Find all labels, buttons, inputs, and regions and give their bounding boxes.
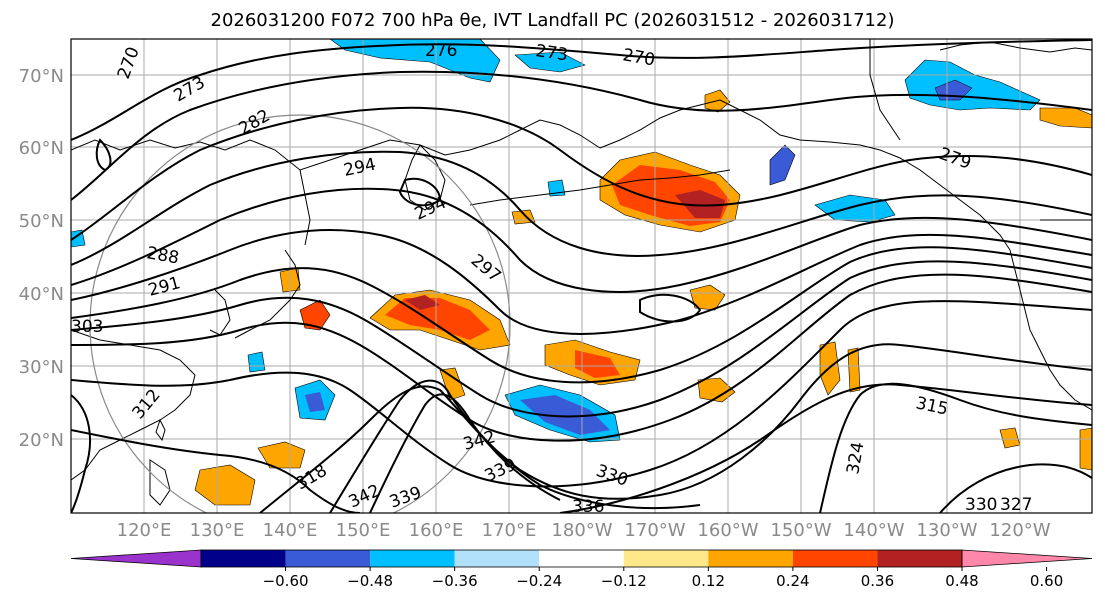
colorbar-segment bbox=[792, 550, 878, 567]
colorbar-tick-label: 0.36 bbox=[861, 572, 894, 590]
shade-darkblue-jet bbox=[520, 395, 610, 435]
coast-sakhalin bbox=[299, 169, 311, 246]
shade-darkred-central bbox=[675, 190, 725, 218]
coast-philippines bbox=[149, 459, 171, 506]
colorbar-segment bbox=[454, 550, 540, 567]
colorbar-segment bbox=[285, 550, 371, 567]
colorbar: −0.60 −0.48 −0.36 −0.24 −0.12 0.12 0.24 0.36 0.4… bbox=[70, 549, 1093, 590]
colorbar-tick-label: 0.48 bbox=[945, 572, 978, 590]
colorbar-tick-label: 0.24 bbox=[776, 572, 809, 590]
shade-blue-north-b bbox=[514, 51, 586, 73]
contour-label-c327: 327 bbox=[1000, 495, 1032, 515]
lat-label: 70°N bbox=[19, 66, 64, 87]
shade-orange-e bbox=[847, 347, 861, 393]
shade-darkblue-w bbox=[305, 392, 325, 412]
colorbar-tick-label: −0.24 bbox=[516, 572, 562, 590]
theta-e-contours bbox=[71, 39, 1092, 513]
lat-label: 30°N bbox=[19, 357, 64, 378]
map-content: 270 276 273 270 273 282 294 294 288 291 … bbox=[71, 39, 1092, 517]
map-title: 2026031200 F072 700 hPa θe, IVT Landfall… bbox=[210, 10, 895, 31]
lon-label: 160°E bbox=[409, 520, 464, 541]
contour-label-c276: 276 bbox=[425, 41, 457, 61]
shade-orange-k bbox=[1079, 427, 1092, 471]
contour-label-c330b: 330 bbox=[965, 495, 997, 515]
lon-label: 150°E bbox=[336, 520, 391, 541]
colorbar-tick-label: −0.12 bbox=[601, 572, 647, 590]
colorbar-tick-label: −0.36 bbox=[432, 572, 478, 590]
contour-label-c303: 303 bbox=[71, 317, 103, 337]
lon-label: 130°W bbox=[916, 520, 977, 541]
coast-korea bbox=[209, 289, 231, 336]
coast-na-inland bbox=[869, 39, 901, 141]
shade-darkred-jet bbox=[405, 295, 440, 310]
colorbar-segment bbox=[708, 550, 793, 567]
lon-label: 160°W bbox=[697, 520, 758, 541]
lon-label: 120°W bbox=[989, 520, 1050, 541]
lon-label: 140°W bbox=[843, 520, 904, 541]
shade-blue-k bbox=[247, 351, 266, 373]
coast-japan bbox=[234, 249, 301, 339]
colorbar-extend-high bbox=[961, 549, 1093, 568]
colorbar-tick-label: −0.60 bbox=[263, 572, 309, 590]
contour-label-c273a: 273 bbox=[534, 41, 569, 65]
lat-label: 60°N bbox=[19, 138, 64, 159]
lon-label: 140°E bbox=[263, 520, 318, 541]
contour-label-c336: 336 bbox=[572, 497, 604, 517]
colorbar-tick-label: 0.60 bbox=[1030, 572, 1063, 590]
shade-red-a bbox=[575, 350, 620, 378]
lon-label: 120°E bbox=[117, 520, 172, 541]
latitude-axis: 70°N 60°N 50°N 40°N 30°N 20°N bbox=[19, 66, 64, 451]
colorbar-segment bbox=[539, 550, 624, 567]
graticule bbox=[71, 39, 1092, 513]
lat-label: 20°N bbox=[19, 430, 64, 451]
map-frame bbox=[70, 38, 1093, 514]
lat-label: 40°N bbox=[19, 284, 64, 305]
colorbar-border bbox=[200, 549, 963, 568]
contour-label-layer: 270 276 273 270 273 282 294 294 288 291 … bbox=[71, 41, 1032, 517]
coast-aleutians bbox=[469, 169, 731, 206]
coast-china bbox=[71, 329, 196, 481]
shade-blue-l bbox=[71, 229, 86, 248]
lon-label: 170°W bbox=[624, 520, 685, 541]
colorbar-segment bbox=[201, 550, 286, 567]
colorbar-tick-label: 0.12 bbox=[692, 572, 725, 590]
lon-label: 130°E bbox=[190, 520, 245, 541]
shade-orange-h bbox=[194, 464, 256, 506]
longitude-axis: 120°E 130°E 140°E 150°E 160°E 170°E 180°… bbox=[117, 520, 1051, 541]
shading-layer bbox=[71, 39, 1092, 506]
coast-taiwan bbox=[155, 418, 166, 442]
colorbar-segment bbox=[623, 550, 709, 567]
lon-label: 170°E bbox=[482, 520, 537, 541]
colorbar-segment bbox=[877, 550, 962, 567]
landfall-circle bbox=[89, 114, 511, 513]
colorbar-tick-label: −0.48 bbox=[347, 572, 393, 590]
coast-asia-north bbox=[71, 119, 601, 171]
lon-label: 180°W bbox=[551, 520, 612, 541]
colorbar-segment bbox=[370, 550, 455, 567]
lat-label: 50°N bbox=[19, 211, 64, 232]
coast-arctic bbox=[939, 41, 1092, 53]
lon-label: 150°W bbox=[770, 520, 831, 541]
colorbar-extend-low bbox=[70, 549, 202, 568]
